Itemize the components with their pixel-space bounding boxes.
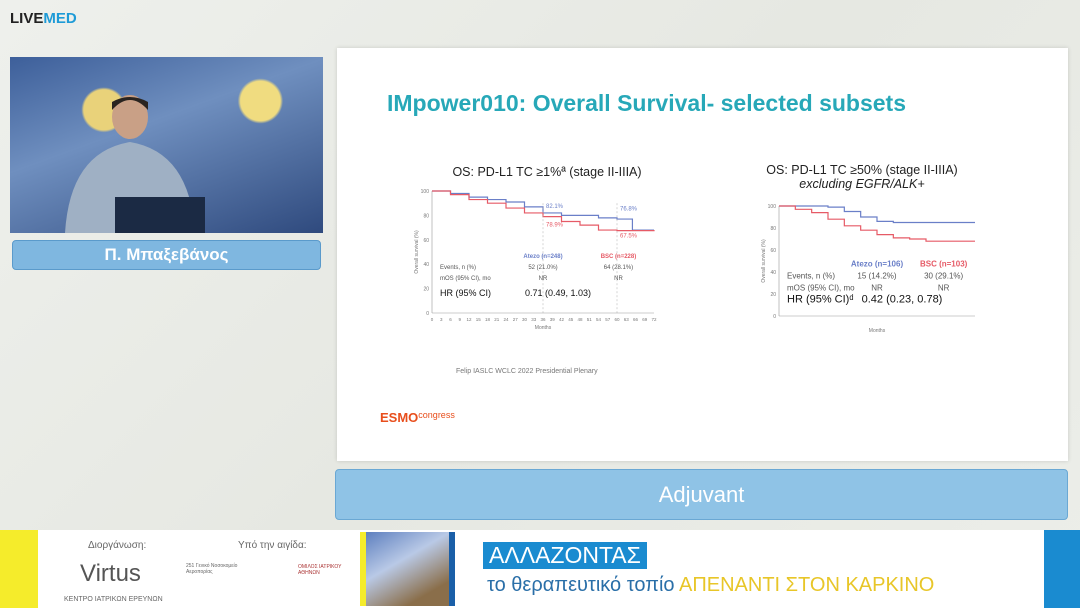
- x-tick-label: 57: [605, 317, 611, 322]
- banner-subtitle: το θεραπευτικό τοπίο ΑΠΕΝΑΝΤΙ ΣΤΟΝ ΚΑΡΚΙ…: [487, 574, 934, 597]
- x-tick-label: 69: [642, 317, 648, 322]
- table-header-bsc: BSC (n=228): [601, 254, 637, 260]
- speaker-video: [10, 57, 323, 233]
- y-tick-label: 40: [423, 262, 429, 268]
- survival-annotation: 67.5%: [620, 233, 638, 239]
- speaker-name-label: Π. Μπαξεβάνος: [12, 240, 321, 270]
- sponsor-1: 251 Γενικό Νοσοκομείο Αεροπορίας: [186, 563, 238, 575]
- x-tick-label: 72: [651, 317, 657, 322]
- table-row-label: Events, n (%): [787, 272, 835, 281]
- y-tick-label: 20: [770, 292, 776, 298]
- x-tick-label: 42: [559, 317, 565, 322]
- x-tick-label: 45: [568, 317, 574, 322]
- x-tick-label: 18: [485, 317, 491, 322]
- chart2-km-plot: 0 20 40 60 80 100 Months Overall survival (%) At…: [761, 204, 975, 334]
- y-tick-label: 100: [421, 189, 430, 195]
- x-tick-label: 54: [596, 317, 602, 322]
- chart2-title-line2: excluding EGFR/ALK+: [799, 177, 925, 191]
- aegis-label: Υπό την αιγίδα:: [238, 540, 307, 551]
- x-axis-label: Months: [869, 328, 886, 334]
- table-row-label: mOS (95% CI), mo: [787, 284, 855, 293]
- table-cell: 15 (14.2%): [857, 272, 896, 281]
- x-tick-label: 12: [466, 317, 472, 322]
- table-row-label: Events, n (%): [440, 265, 476, 271]
- x-tick-label: 30: [522, 317, 528, 322]
- banner-headline: ΑΛΛΑΖΟΝΤΑΣ: [483, 542, 647, 569]
- x-tick-label: 27: [513, 317, 519, 322]
- table-row-label: mOS (95% CI), mo: [440, 276, 491, 282]
- x-tick-label: 24: [503, 317, 509, 322]
- speaker-figure: [65, 95, 205, 233]
- slide-title: IMpower010: Overall Survival- selected s…: [387, 90, 907, 116]
- x-tick-label: 3: [440, 317, 443, 322]
- x-tick-label: 60: [614, 317, 620, 322]
- y-tick-label: 60: [770, 248, 776, 254]
- km-curve-atezo: [779, 205, 975, 224]
- y-tick-label: 60: [423, 238, 429, 244]
- table-cell: 30 (29.1%): [924, 272, 963, 281]
- survival-annotation: 76.8%: [620, 207, 638, 213]
- survival-annotation: 82.1%: [546, 204, 564, 210]
- x-tick-label: 66: [633, 317, 639, 322]
- y-tick-label: 20: [423, 287, 429, 293]
- x-tick-label: 33: [531, 317, 537, 322]
- chart2-title: OS: PD-L1 TC ≥50% (stage II-IIIA) excludi…: [747, 163, 977, 191]
- virtus-logo: Virtus: [80, 560, 141, 587]
- table-cell: NR: [871, 284, 883, 293]
- y-tick-label: 40: [770, 270, 776, 276]
- table-cell: NR: [614, 276, 623, 282]
- livemed-logo: LIVEMED: [10, 10, 77, 27]
- x-tick-label: 51: [587, 317, 593, 322]
- table-cell: NR: [539, 276, 548, 282]
- slide-citation: Felip IASLC WCLC 2022 Presidential Plena…: [456, 368, 598, 375]
- organizer-label: Διοργάνωση:: [88, 540, 147, 551]
- banner-yellow-stripe: [0, 530, 38, 608]
- x-tick-label: 39: [550, 317, 556, 322]
- banner-subtitle-part1: το θεραπευτικό τοπίο: [487, 574, 675, 596]
- x-tick-label: 9: [458, 317, 461, 322]
- y-tick-label: 0: [773, 314, 776, 320]
- presentation-slide: IMpower010: Overall Survival- selected s…: [337, 48, 1068, 461]
- y-tick-label: 0: [426, 311, 429, 317]
- table-header-atezo: Atezo (n=106): [851, 260, 904, 269]
- hr-value: 0.71 (0.49, 1.03): [525, 288, 591, 298]
- y-tick-label: 80: [423, 213, 429, 219]
- x-tick-label: 36: [540, 317, 546, 322]
- y-axis-label: Overall survival (%): [761, 239, 767, 283]
- hr-value: 0.42 (0.23, 0.78): [862, 294, 943, 306]
- y-tick-label: 80: [770, 226, 776, 232]
- banner-subtitle-part2: ΑΠΕΝΑΝΤΙ ΣΤΟΝ ΚΑΡΚΙΝΟ: [678, 574, 935, 596]
- x-tick-label: 6: [449, 317, 452, 322]
- km-curve-bsc: [779, 205, 975, 242]
- starry-night-art: [360, 532, 455, 606]
- topic-bar: Adjuvant: [335, 469, 1068, 520]
- hr-label: HR (95% CI)ᵈ: [787, 294, 854, 306]
- table-cell: 64 (28.1%): [604, 265, 633, 271]
- table-cell: NR: [938, 284, 950, 293]
- y-axis-label: Overall survival (%): [414, 230, 420, 274]
- event-banner: Διοργάνωση: Virtus ΚΕΝΤΡΟ ΙΑΤΡΙΚΩΝ ΕΡΕΥΝ…: [0, 530, 1080, 608]
- x-tick-label: 21: [494, 317, 500, 322]
- y-tick-label: 100: [768, 204, 777, 210]
- x-axis-label: Months: [535, 325, 552, 331]
- esmo-logo: ESMOcongress: [380, 410, 455, 425]
- sponsor-2: ΟΜΙΛΟΣ ΙΑΤΡΙΚΟΥ ΑΘΗΝΩΝ: [298, 564, 342, 576]
- x-tick-label: 15: [476, 317, 482, 322]
- x-tick-label: 63: [624, 317, 630, 322]
- x-tick-label: 0: [431, 317, 434, 322]
- banner-blue-stripe: [1044, 530, 1080, 608]
- chart2-title-line1: OS: PD-L1 TC ≥50% (stage II-IIIA): [766, 163, 958, 177]
- virtus-subtitle: ΚΕΝΤΡΟ ΙΑΤΡΙΚΩΝ ΕΡΕΥΝΩΝ: [64, 596, 163, 603]
- table-header-bsc: BSC (n=103): [920, 260, 968, 269]
- km-curve-bsc: [432, 190, 655, 232]
- survival-annotation: 78.9%: [546, 222, 564, 228]
- hr-label: HR (95% CI): [440, 288, 491, 298]
- chart1-title: OS: PD-L1 TC ≥1%ª (stage II-IIIA): [452, 165, 642, 179]
- x-tick-label: 48: [577, 317, 583, 322]
